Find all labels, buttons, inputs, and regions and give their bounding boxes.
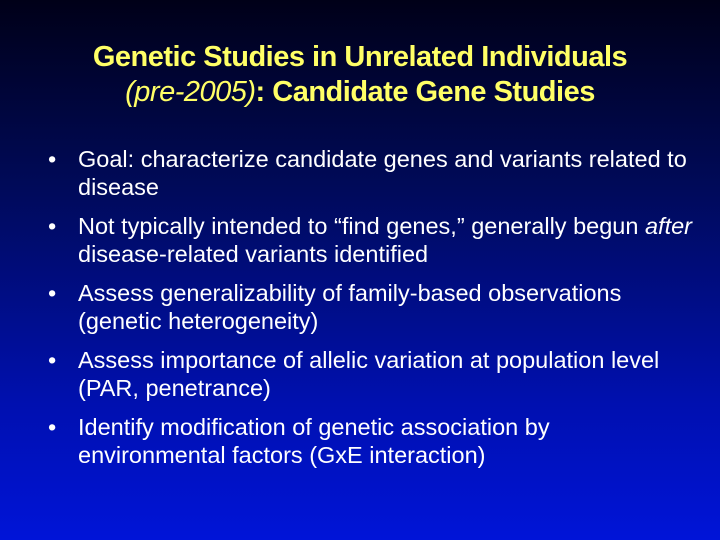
bullet-text: Not typically intended to “find genes,” …	[78, 213, 645, 239]
bullet-item: • Assess importance of allelic variation …	[48, 346, 698, 402]
bullet-icon: •	[48, 213, 57, 239]
bullet-text: Identify modification of genetic associa…	[78, 414, 550, 468]
bullet-emphasis: after	[644, 213, 692, 239]
bullet-item: • Not typically intended to “find genes,”…	[48, 212, 698, 268]
bullet-item: • Identify modification of genetic associ…	[48, 413, 698, 469]
bullet-icon: •	[48, 146, 57, 172]
slide-title: Genetic Studies in Unrelated Individuals…	[0, 40, 720, 110]
title-line-2: (pre-2005): Candidate Gene Studies	[0, 75, 720, 110]
title-italic: (pre-2005)	[125, 76, 256, 108]
title-rest: : Candidate Gene Studies	[255, 76, 596, 108]
bullet-icon: •	[48, 280, 57, 306]
bullet-icon: •	[48, 414, 57, 440]
bullet-list: • Goal: characterize candidate genes and …	[48, 145, 698, 480]
title-line-1: Genetic Studies in Unrelated Individuals	[92, 41, 628, 73]
bullet-text: disease-related variants identified	[78, 241, 429, 267]
bullet-item: • Assess generalizability of family-based…	[48, 279, 698, 335]
bullet-item: • Goal: characterize candidate genes and …	[48, 145, 698, 201]
bullet-text: Assess generalizability of family-based …	[78, 280, 622, 334]
bullet-text: Goal: characterize candidate genes and v…	[78, 146, 687, 200]
bullet-icon: •	[48, 347, 57, 373]
bullet-text: Assess importance of allelic variation a…	[78, 347, 660, 401]
